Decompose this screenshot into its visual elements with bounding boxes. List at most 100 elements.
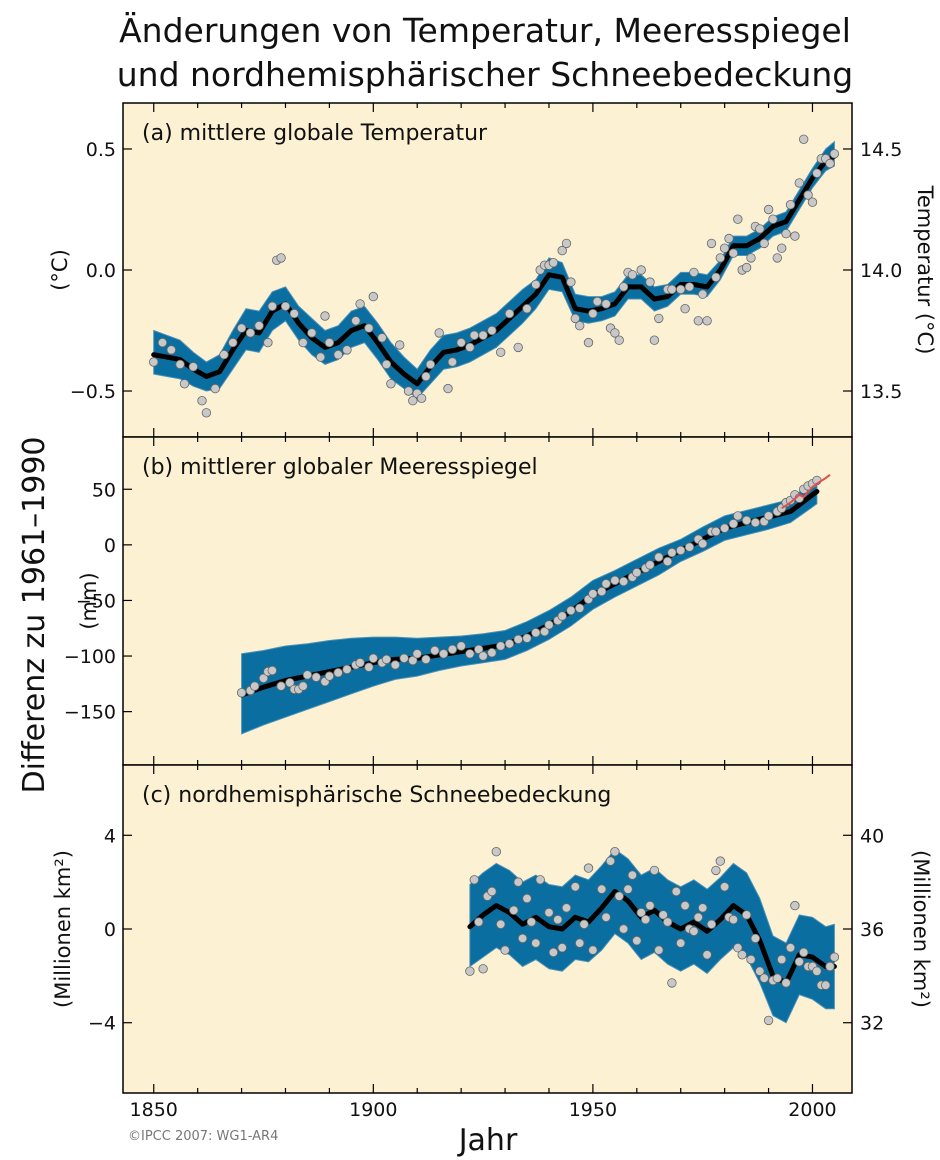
data-point xyxy=(553,914,563,925)
data-point xyxy=(531,279,541,290)
data-point xyxy=(790,231,800,241)
data-point xyxy=(755,966,765,976)
figure-title-line-1: Änderungen von Temperatur, Meeresspiegel xyxy=(119,11,851,50)
data-point xyxy=(557,245,567,256)
data-point xyxy=(680,304,690,314)
data-point xyxy=(636,265,646,275)
data-point xyxy=(737,950,747,960)
data-point xyxy=(166,345,177,355)
data-point xyxy=(276,681,286,691)
x-tick-label: 1950 xyxy=(569,1099,617,1121)
data-point xyxy=(579,919,589,930)
data-point xyxy=(522,633,532,643)
data-point xyxy=(570,313,581,324)
data-point xyxy=(741,262,752,273)
data-point xyxy=(465,649,475,659)
data-point xyxy=(535,875,545,885)
data-point xyxy=(179,379,190,389)
data-point xyxy=(478,330,488,341)
data-point xyxy=(799,947,809,958)
y-axis-label: (mm) xyxy=(77,572,101,629)
data-point xyxy=(478,964,488,974)
data-point xyxy=(210,383,220,394)
data-point xyxy=(487,648,497,658)
data-point xyxy=(526,917,537,927)
data-point xyxy=(236,688,247,698)
data-point xyxy=(711,526,721,537)
data-point xyxy=(386,379,396,389)
data-point xyxy=(632,936,642,946)
data-point xyxy=(746,954,756,965)
data-point xyxy=(513,877,523,887)
panel-background xyxy=(123,103,852,437)
data-point xyxy=(777,954,787,965)
data-point xyxy=(693,912,704,923)
shared-y-axis-label: Differenz zu 1961–1990 xyxy=(17,437,52,794)
data-point xyxy=(324,671,335,681)
data-point xyxy=(829,952,840,962)
data-point xyxy=(298,337,308,348)
data-point xyxy=(588,308,598,319)
data-point xyxy=(267,301,278,312)
data-point xyxy=(698,903,708,913)
data-point xyxy=(377,333,387,343)
data-point xyxy=(645,277,655,287)
data-point xyxy=(684,542,695,552)
data-point xyxy=(254,321,264,331)
data-point xyxy=(566,277,576,287)
data-point xyxy=(355,299,365,309)
data-point xyxy=(671,886,682,897)
x-tick-label: 2000 xyxy=(788,1099,836,1121)
data-point xyxy=(711,865,721,876)
data-point xyxy=(561,903,572,913)
data-point xyxy=(662,556,673,567)
data-point xyxy=(627,270,638,280)
data-point xyxy=(496,919,506,930)
data-point xyxy=(777,243,787,253)
data-point xyxy=(733,214,743,224)
data-point xyxy=(333,668,343,678)
data-point xyxy=(684,282,695,292)
data-point xyxy=(245,328,256,338)
data-point xyxy=(557,943,567,953)
data-point xyxy=(711,272,721,283)
y-tick-label: 0 xyxy=(104,919,116,941)
panel-background xyxy=(123,437,852,765)
y-tick-label: −150 xyxy=(64,702,116,724)
data-point xyxy=(548,947,559,958)
data-point xyxy=(610,328,620,338)
data-point xyxy=(416,393,427,404)
data-point xyxy=(583,863,594,873)
data-point xyxy=(728,519,739,529)
data-point xyxy=(807,197,818,207)
data-point xyxy=(821,980,831,990)
data-point xyxy=(698,539,708,549)
data-point xyxy=(733,943,743,953)
data-point xyxy=(794,178,805,188)
data-point xyxy=(522,893,532,904)
data-point xyxy=(750,517,761,528)
data-point xyxy=(623,884,633,894)
data-point xyxy=(601,912,611,923)
data-point xyxy=(825,158,835,169)
data-point xyxy=(592,296,603,307)
data-point xyxy=(285,678,295,688)
data-point xyxy=(618,576,629,587)
data-point xyxy=(465,342,475,353)
data-point xyxy=(395,340,405,350)
data-point xyxy=(403,386,414,396)
data-point xyxy=(689,926,699,937)
data-point xyxy=(649,335,660,345)
data-point xyxy=(513,342,523,353)
data-point xyxy=(544,620,554,630)
y-tick-label-right: 40 xyxy=(860,825,884,847)
data-point xyxy=(425,359,436,370)
data-point xyxy=(667,547,677,558)
data-point xyxy=(364,323,374,333)
data-point xyxy=(719,243,730,253)
y-tick-label: 50 xyxy=(92,479,116,501)
data-point xyxy=(258,673,269,684)
data-point xyxy=(342,345,352,355)
x-axis-label: Jahr xyxy=(457,1123,518,1158)
